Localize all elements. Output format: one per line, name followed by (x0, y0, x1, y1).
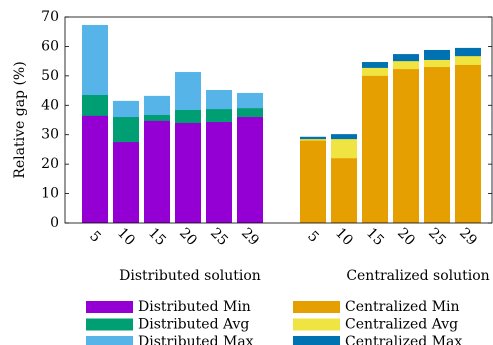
bar (300, 140, 326, 223)
legend-label: Distributed Avg (138, 317, 249, 333)
y-tick-label: 0 (50, 215, 59, 231)
y-tick-label: 60 (41, 38, 59, 54)
bar (206, 122, 232, 223)
x-tick-label: 15 (145, 225, 169, 249)
legend-label: Distributed Min (138, 299, 251, 315)
x-tick-label: 5 (304, 228, 322, 246)
x-tick-label: 29 (238, 225, 262, 249)
group-label: Distributed solution (119, 268, 261, 284)
x-tick-label: 5 (86, 228, 104, 246)
legend-label: Centralized Max (345, 334, 462, 345)
legend-swatch (293, 336, 340, 345)
x-tick-label: 20 (394, 225, 418, 249)
bar (237, 117, 263, 223)
legend-swatch (86, 318, 133, 331)
legend-swatch (293, 318, 340, 331)
legend-label: Centralized Min (345, 299, 460, 315)
x-tick-label: 25 (207, 225, 231, 249)
plot-frame (64, 16, 493, 224)
y-tick-label: 50 (41, 68, 59, 84)
bar (331, 158, 357, 223)
bar (424, 67, 450, 224)
y-tick-label: 70 (41, 9, 59, 25)
x-tick-label: 10 (332, 225, 356, 249)
y-tick-label: 20 (41, 156, 59, 172)
bar (455, 64, 481, 224)
y-tick-label: 30 (41, 127, 59, 143)
x-tick-label: 20 (176, 225, 200, 249)
group-label: Centralized solution (346, 268, 489, 284)
bar (393, 69, 419, 224)
x-tick-label: 29 (456, 225, 480, 249)
y-tick-label: 40 (41, 97, 59, 113)
legend-swatch (293, 301, 340, 313)
bar (113, 142, 139, 223)
y-tick-label: 10 (41, 186, 59, 202)
legend-swatch (86, 301, 133, 313)
legend-swatch (86, 336, 133, 345)
x-tick-label: 25 (425, 225, 449, 249)
x-tick-label: 15 (363, 225, 387, 249)
bar (362, 75, 388, 223)
bar (175, 122, 201, 223)
bar (82, 115, 108, 223)
legend-label: Centralized Avg (345, 317, 458, 333)
bar (144, 120, 170, 223)
x-tick-label: 10 (114, 225, 138, 249)
y-axis-label: Relative gap (%) (12, 61, 28, 178)
legend-label: Distributed Max (138, 334, 254, 345)
